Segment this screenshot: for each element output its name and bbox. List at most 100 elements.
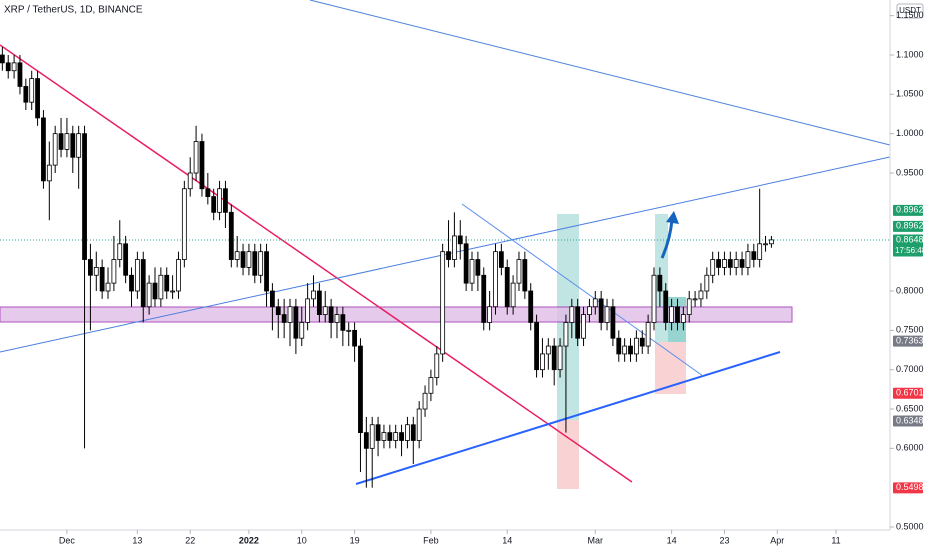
candle-body [281, 314, 287, 323]
stop-zone [557, 420, 579, 489]
price-label-box [893, 204, 923, 216]
candle-body [405, 424, 410, 441]
price-label-box [893, 220, 923, 232]
trend-line [461, 203, 704, 377]
candle-body [129, 274, 134, 292]
candle-body [187, 172, 193, 190]
candle-body [363, 432, 369, 449]
candle-body [358, 345, 363, 434]
candle-body [41, 117, 46, 182]
candle-body [545, 345, 551, 355]
trend-line [355, 351, 781, 485]
candle-body [387, 432, 393, 441]
candle-body [287, 306, 293, 323]
y-tick-label: 0.5000 [896, 521, 924, 531]
candle-body [246, 251, 252, 268]
candle-body [58, 133, 64, 150]
candle-body [299, 322, 305, 339]
price-label: 0.5498 [896, 482, 924, 492]
candle-body [410, 424, 416, 441]
candle-body [628, 345, 633, 355]
candle-body [633, 337, 639, 355]
price-label: 0.7363 [896, 335, 924, 345]
candle-body [598, 298, 604, 323]
arrow [660, 219, 674, 259]
candle-body [199, 141, 205, 190]
x-tick-label: 13 [132, 535, 142, 545]
candle-body [176, 259, 181, 292]
candle-body [451, 235, 457, 260]
candle-body [223, 188, 228, 213]
x-tick-label: 23 [719, 535, 729, 545]
candle-body [592, 298, 598, 308]
candle-body [604, 306, 610, 323]
candle-body [99, 266, 105, 292]
candle-body [305, 298, 311, 323]
candle-body [334, 314, 340, 323]
candle-body [504, 266, 510, 308]
price-label-box [893, 234, 923, 257]
candle-body [170, 290, 175, 293]
y-tick-label: 1.1500 [896, 10, 924, 20]
candle-body [493, 251, 498, 308]
candle-body [675, 306, 680, 323]
candle-body [70, 133, 76, 158]
candle-body [733, 259, 739, 268]
candle-body [240, 251, 246, 268]
candle-body [757, 243, 763, 260]
price-label-box [893, 335, 923, 347]
y-tick-label: 1.1000 [896, 49, 924, 59]
price-label-box [893, 415, 923, 427]
candle-body [52, 133, 58, 166]
axes: 1.1500 1.1000 1.0500 1.0000 0.9500 0.8000 0.75… [59, 10, 927, 545]
candle-body [293, 306, 299, 339]
candle-body [228, 211, 234, 260]
price-label: 0.6348 [896, 415, 924, 425]
candle-body [76, 133, 82, 158]
candle-body [375, 424, 381, 441]
candle-body [140, 259, 146, 308]
candle-body [440, 251, 446, 355]
candle-body [657, 274, 663, 292]
price-label: 0.8648 [896, 234, 924, 244]
x-tick-label: 11 [831, 535, 840, 545]
chart-title: XRP / TetherUS, 1D, BINANCE [4, 5, 143, 16]
candle-body [322, 306, 328, 316]
candle-body [193, 141, 199, 174]
x-tick-label: 10 [297, 535, 307, 545]
candle-body [111, 259, 117, 284]
candle-body [540, 353, 545, 371]
trend-line [309, 0, 891, 146]
candle-body [275, 306, 281, 316]
candle-body [751, 251, 757, 260]
candle-body [311, 290, 316, 300]
candle-body [639, 337, 645, 347]
candle-body [158, 274, 164, 300]
candle-body [82, 133, 87, 260]
currency-box [896, 3, 924, 19]
candle-body [416, 408, 422, 441]
candle-body [669, 306, 675, 323]
x-tick-label: 14 [667, 535, 677, 545]
candle-body [510, 282, 516, 308]
candle-body [528, 290, 534, 323]
candle-body [117, 243, 123, 260]
candle-body [698, 290, 704, 300]
candle-body [264, 251, 269, 292]
candle-body [769, 239, 774, 245]
candle-body [616, 337, 622, 355]
candle-body [686, 298, 692, 316]
candle-body [93, 266, 99, 276]
y-tick-label: 0.9500 [896, 167, 924, 177]
candle-body [722, 259, 727, 268]
candle-body [422, 392, 428, 410]
candle-body [498, 251, 504, 268]
candle-body [88, 259, 93, 276]
y-tick-label: 0.7000 [896, 364, 924, 374]
price-label: 0.8962 [896, 205, 924, 215]
candle-body [340, 314, 346, 331]
candle-body [0, 54, 5, 64]
candle-body [463, 243, 469, 284]
candle-body [610, 306, 616, 339]
candle-body [563, 322, 569, 347]
